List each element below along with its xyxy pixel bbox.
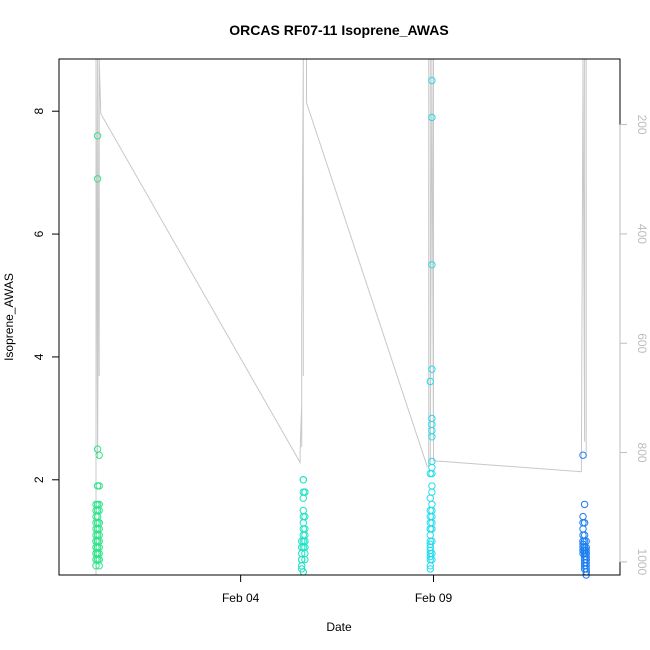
data-point (579, 512, 587, 521)
data-point (580, 500, 589, 509)
y2-axis: 200 400 600 800 1000 (619, 115, 649, 576)
y-tick-label: 2 (32, 476, 46, 483)
data-point (93, 175, 102, 183)
altitude-layer (95, 58, 587, 575)
data-point (426, 531, 434, 539)
data-point (428, 482, 436, 490)
y2-tick-label: 400 (635, 224, 649, 244)
x-axis: Feb 04 Feb 09 (222, 574, 453, 605)
y-tick-label: 4 (32, 353, 46, 360)
x-tick-label: Feb 09 (415, 591, 453, 605)
data-point (95, 482, 103, 490)
data-point (301, 555, 309, 564)
data-point (428, 76, 436, 85)
data-point (428, 426, 436, 435)
data-point (95, 562, 103, 570)
data-point (93, 132, 102, 140)
plot-frame (58, 58, 621, 576)
data-point (428, 555, 436, 564)
data-point (428, 261, 436, 269)
data-point (428, 537, 436, 545)
y-axis-label: Isoprene_AWAS (2, 273, 16, 361)
data-point (428, 365, 436, 373)
data-point (428, 433, 436, 441)
data-point (299, 476, 307, 484)
data-point (428, 457, 436, 466)
x-axis-label: Date (326, 620, 352, 634)
data-point (579, 451, 587, 459)
data-point (95, 451, 103, 459)
data-point (428, 469, 436, 478)
x-tick-label: Feb 04 (222, 591, 260, 605)
data-point (299, 494, 307, 502)
data-point (426, 565, 434, 573)
data-point (579, 525, 587, 533)
data-point (299, 506, 307, 515)
altitude-trace-line (95, 58, 587, 575)
y-axis: 2 4 6 8 (32, 108, 60, 483)
data-point (299, 519, 307, 527)
y2-tick-label: 1000 (635, 549, 649, 576)
data-point (428, 488, 436, 496)
data-point (428, 420, 436, 429)
data-point (428, 525, 436, 533)
y2-tick-label: 800 (635, 443, 649, 463)
data-point (95, 519, 103, 527)
y2-tick-label: 200 (635, 115, 649, 135)
y2-tick-label: 600 (635, 333, 649, 353)
data-point (428, 463, 436, 472)
y-tick-label: 8 (32, 108, 46, 115)
data-point (428, 500, 436, 509)
data-point (426, 494, 434, 502)
data-point (95, 506, 103, 515)
data-point (301, 488, 309, 496)
data-point (580, 519, 589, 527)
y-tick-label: 6 (32, 230, 46, 237)
data-point (428, 113, 436, 122)
data-point (428, 414, 436, 423)
chart-title: ORCAS RF07-11 Isoprene_AWAS (229, 22, 448, 38)
data-point (426, 377, 434, 386)
data-point (301, 512, 309, 521)
points-layer (92, 76, 590, 579)
